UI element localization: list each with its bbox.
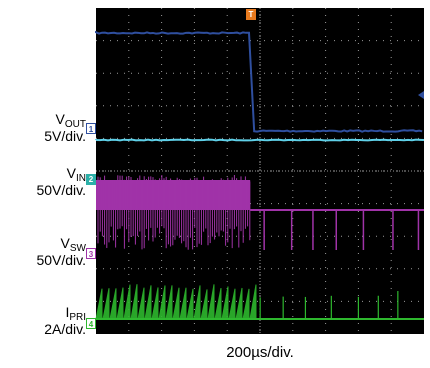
vin-subscript: IN — [76, 173, 86, 184]
channel-label-vsw: VSW 50V/div. — [0, 236, 86, 268]
channel-label-vin: VIN 50V/div. — [0, 166, 86, 198]
vin-scale: 50V/div. — [36, 182, 86, 198]
traces — [95, 30, 425, 320]
ipri-symbol: I — [65, 304, 70, 320]
time-per-division-label: 200µs/div. — [226, 344, 294, 361]
vout-trace — [95, 30, 423, 133]
vout-symbol: V — [55, 111, 65, 127]
vin-symbol: V — [66, 165, 76, 181]
vout-scale: 5V/div. — [44, 128, 86, 144]
channel-1-marker: 1 — [86, 123, 96, 134]
channel-label-vout: VOUT 5V/div. — [0, 112, 86, 144]
vsw-symbol: V — [60, 235, 70, 251]
trigger-marker: T — [246, 9, 256, 20]
grid — [96, 8, 424, 334]
vsw-subscript: SW — [69, 243, 86, 254]
ipri-scale: 2A/div. — [44, 321, 86, 337]
vout-offset-marker — [418, 91, 424, 99]
vout-subscript: OUT — [64, 119, 86, 130]
channel-label-ipri: IPRI 2A/div. — [0, 305, 86, 337]
channel-3-marker: 3 — [86, 248, 96, 259]
channel-2-marker: 2 — [86, 174, 96, 185]
channel-4-marker: 4 — [86, 318, 96, 329]
vsw-scale: 50V/div. — [36, 252, 86, 268]
vin-trace — [95, 138, 425, 142]
ipri-subscript: PRI — [69, 312, 86, 323]
